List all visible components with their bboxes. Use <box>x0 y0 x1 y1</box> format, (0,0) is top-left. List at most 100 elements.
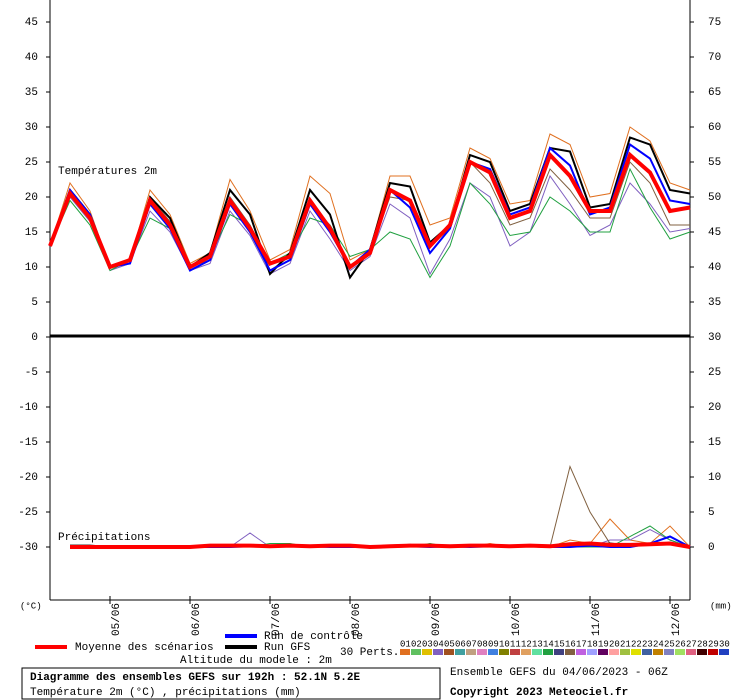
y2-tick-label: 25 <box>708 367 721 379</box>
y-tick-label: -30 <box>18 542 38 554</box>
member-label: 05 <box>444 639 455 649</box>
member-swatch <box>697 649 707 655</box>
y2-tick-label: 35 <box>708 297 721 309</box>
member-label: 07 <box>466 639 477 649</box>
y-tick-label: 15 <box>25 227 38 239</box>
x-tick-label: 08/06 <box>351 603 363 636</box>
member-swatch <box>488 649 498 655</box>
member-swatch <box>609 649 619 655</box>
member-label: 11 <box>510 639 521 649</box>
member-label: 25 <box>664 639 675 649</box>
y2-tick-label: 50 <box>708 192 721 204</box>
member-label: 03 <box>422 639 433 649</box>
series-line <box>49 174 691 276</box>
member-swatch <box>521 649 531 655</box>
member-label: 12 <box>521 639 532 649</box>
y2-tick-label: 55 <box>708 157 721 169</box>
copyright: Copyright 2023 Meteociel.fr <box>450 687 628 699</box>
member-swatch <box>686 649 696 655</box>
footer-subtitle: Température 2m (°C) , précipitations (mm… <box>30 687 301 699</box>
y2-tick-label: 75 <box>708 17 721 29</box>
member-swatch <box>598 649 608 655</box>
x-tick-label: 10/06 <box>511 603 523 636</box>
y-tick-label: -5 <box>25 367 38 379</box>
series-line <box>49 126 691 268</box>
y2-tick-label: 60 <box>708 122 721 134</box>
y2-tick-label: 30 <box>708 332 721 344</box>
member-swatch <box>631 649 641 655</box>
member-label: 02 <box>411 639 422 649</box>
member-swatch <box>422 649 432 655</box>
member-label: 14 <box>543 639 554 649</box>
member-swatch <box>444 649 454 655</box>
member-label: 10 <box>499 639 510 649</box>
y2-tick-label: 15 <box>708 437 721 449</box>
y-tick-label: 30 <box>25 122 38 134</box>
y-tick-label: 40 <box>25 52 38 64</box>
member-label: 01 <box>400 639 411 649</box>
member-swatch <box>708 649 718 655</box>
series-line <box>49 167 691 279</box>
footer-title: Diagramme des ensembles GEFS sur 192h : … <box>30 672 360 684</box>
member-label: 15 <box>554 639 565 649</box>
y-tick-label: 25 <box>25 157 38 169</box>
perts-label: 30 Perts. <box>340 647 399 659</box>
member-swatch <box>433 649 443 655</box>
member-swatch <box>675 649 685 655</box>
member-label: 16 <box>565 639 576 649</box>
member-label: 04 <box>433 639 444 649</box>
panel-label: Précipitations <box>58 532 150 544</box>
x-tick-label: 06/06 <box>191 603 203 636</box>
y2-tick-label: 20 <box>708 402 721 414</box>
member-label: 23 <box>642 639 653 649</box>
altitude: Altitude du modele : 2m <box>180 655 332 667</box>
y-tick-label: 45 <box>25 17 38 29</box>
y-axis-label: (°C) <box>20 601 42 611</box>
y2-tick-label: 45 <box>708 227 721 239</box>
run-info: Ensemble GEFS du 04/06/2023 - 06Z <box>450 667 668 679</box>
series-line <box>48 151 691 270</box>
y2-tick-label: 70 <box>708 52 721 64</box>
member-label: 27 <box>686 639 697 649</box>
y-tick-label: -25 <box>18 507 38 519</box>
member-label: 09 <box>488 639 499 649</box>
member-label: 26 <box>675 639 686 649</box>
member-swatch <box>499 649 509 655</box>
member-swatch <box>642 649 652 655</box>
member-swatch <box>543 649 553 655</box>
y-tick-label: 35 <box>25 87 38 99</box>
member-swatch <box>719 649 729 655</box>
member-swatch <box>576 649 586 655</box>
member-label: 29 <box>708 639 719 649</box>
member-swatch <box>400 649 410 655</box>
y2-tick-label: 0 <box>708 542 715 554</box>
y-tick-label: 10 <box>25 262 38 274</box>
y-tick-label: 20 <box>25 192 38 204</box>
y-tick-label: 0 <box>31 332 38 344</box>
member-label: 21 <box>620 639 631 649</box>
member-label: 30 <box>719 639 730 649</box>
member-swatch <box>532 649 542 655</box>
member-label: 08 <box>477 639 488 649</box>
member-label: 13 <box>532 639 543 649</box>
series-line <box>70 541 691 550</box>
y-tick-label: 5 <box>31 297 38 309</box>
member-swatch <box>565 649 575 655</box>
member-swatch <box>455 649 465 655</box>
y2-tick-label: 10 <box>708 472 721 484</box>
member-swatch <box>466 649 476 655</box>
y-tick-label: -10 <box>18 402 38 414</box>
panel-label: Températures 2m <box>58 166 157 178</box>
x-tick-label: 05/06 <box>111 603 123 636</box>
x-tick-label: 11/06 <box>591 603 603 636</box>
member-swatch <box>411 649 421 655</box>
footer-box <box>21 667 441 700</box>
y2-tick-label: 65 <box>708 87 721 99</box>
member-label: 17 <box>576 639 587 649</box>
y-tick-label: -15 <box>18 437 38 449</box>
legend-label: Run de contrôle <box>264 631 363 643</box>
y2-axis-label: (mm) <box>710 601 732 611</box>
member-label: 24 <box>653 639 664 649</box>
member-swatch <box>620 649 630 655</box>
y2-tick-label: 40 <box>708 262 721 274</box>
